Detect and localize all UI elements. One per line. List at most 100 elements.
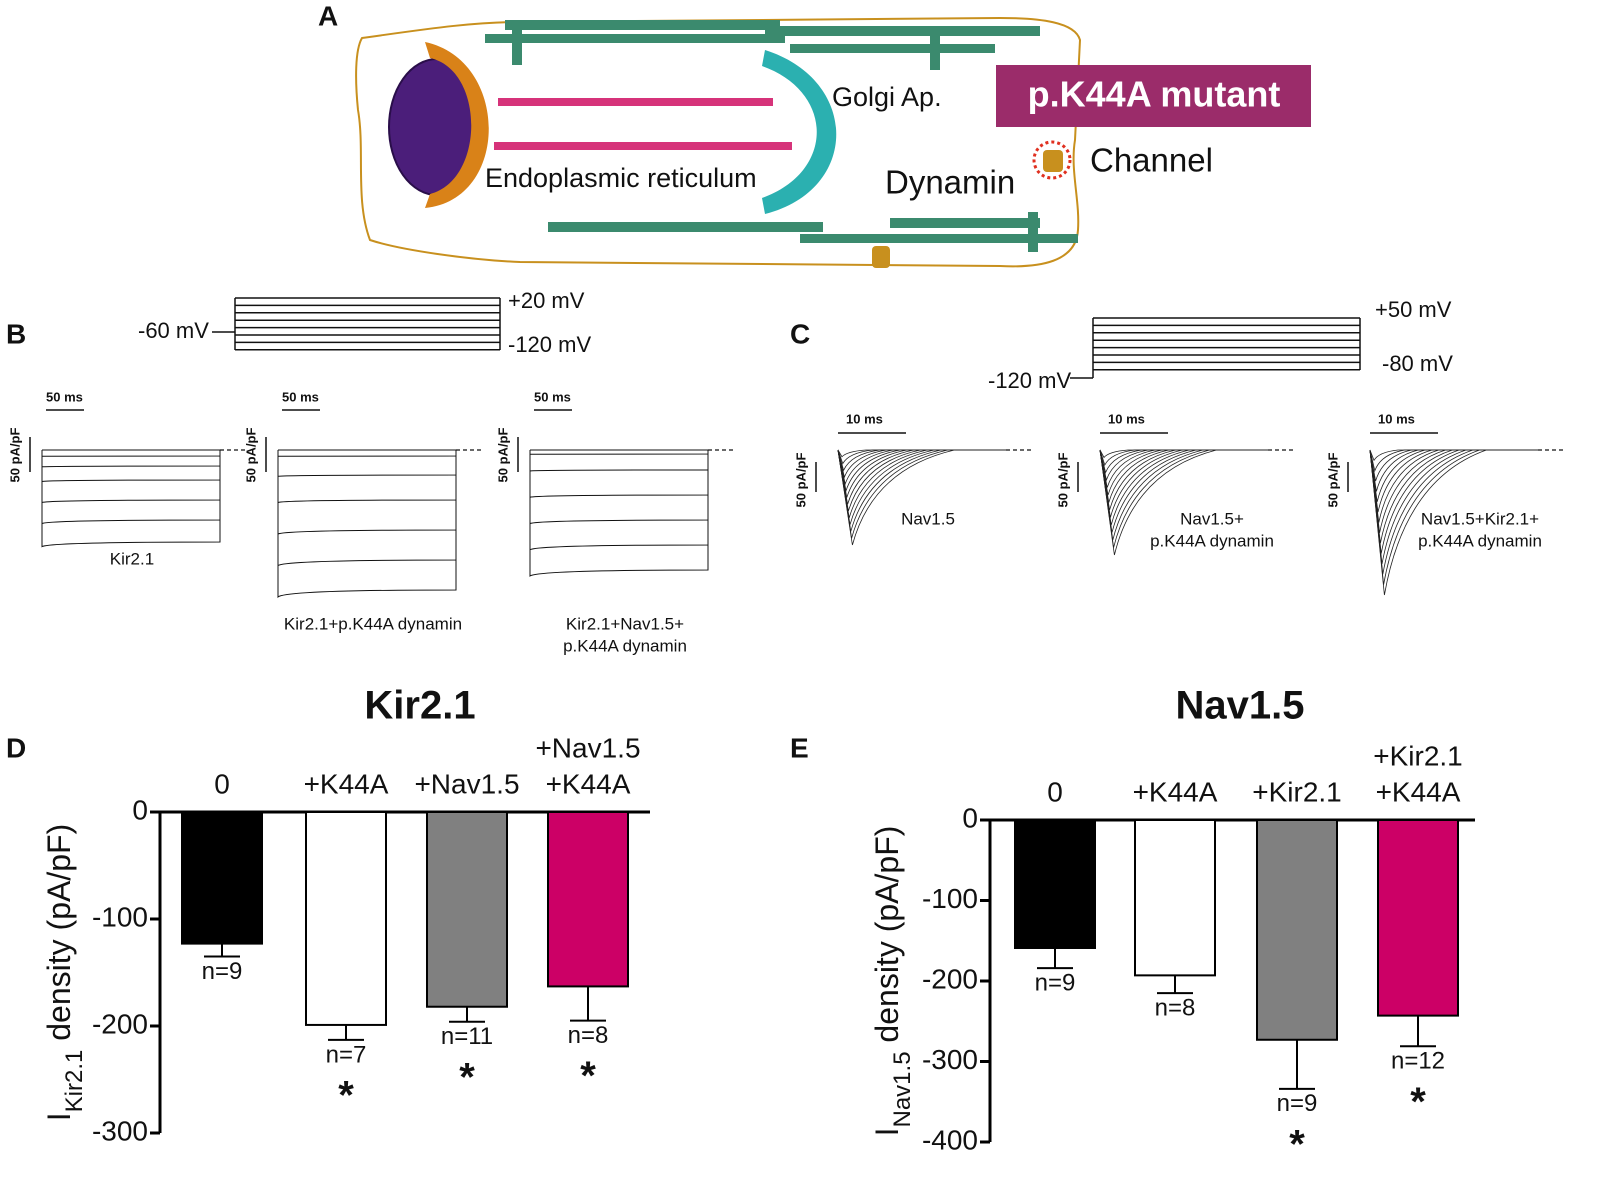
trace-label: p.K44A dynamin (563, 636, 687, 655)
y-tick-label: -100 (92, 901, 148, 932)
trace-line (1369, 449, 1538, 544)
trace-line (1099, 449, 1268, 541)
trace-line (1099, 449, 1268, 556)
trace-line (277, 450, 457, 535)
trace-line (837, 449, 1006, 505)
scale-label: 50 pA/pF (7, 427, 22, 482)
y-tick-label: -200 (922, 963, 978, 994)
significance-label: * (580, 1054, 596, 1098)
trace-label: Kir2.1 (110, 549, 154, 568)
panel-label: B (6, 318, 26, 349)
trace-line (837, 449, 1006, 539)
trace-line (1099, 449, 1268, 496)
er-strand (498, 98, 773, 106)
nuclear-envelope (425, 42, 489, 208)
trace-line (1369, 449, 1538, 513)
trace-line (1369, 449, 1538, 533)
bar (1256, 819, 1338, 1041)
trace-line (1099, 449, 1268, 526)
scale-label: 50 pA/pF (1055, 452, 1070, 507)
n-label: n=9 (202, 958, 243, 985)
scale-label: 10 ms (846, 411, 883, 426)
trace-line (1099, 449, 1268, 503)
trace-line (837, 449, 1006, 518)
trace-line (1369, 449, 1538, 565)
voltage-label: +20 mV (508, 288, 585, 313)
scale-label: 50 pA/pF (243, 427, 258, 482)
trace-line (529, 450, 709, 551)
trace-line (1369, 449, 1538, 596)
trace-line (1369, 449, 1538, 554)
y-tick-label: -400 (922, 1124, 978, 1155)
scale-label: 10 ms (1108, 411, 1145, 426)
trace-label: Kir2.1+p.K44A dynamin (284, 614, 462, 633)
x-tick-label: +K44A (1133, 776, 1218, 807)
trace-line (1099, 449, 1268, 488)
n-label: n=8 (1155, 994, 1196, 1021)
y-axis-label-part: I (41, 1112, 77, 1121)
trace-line (41, 450, 221, 468)
y-axis-label-part: Kir2.1 (61, 1050, 88, 1113)
trace-line (1099, 449, 1268, 511)
trace-line (1369, 449, 1538, 502)
er-strand (494, 142, 792, 150)
trace-line (837, 449, 1006, 458)
trace-label: Nav1.5+Kir2.1+ (1421, 509, 1539, 528)
cell-diagram: p.K44A mutant Golgi Ap. Endoplasmic reti… (355, 16, 1311, 268)
trace-line (529, 450, 709, 525)
diagram-label: Dynamin (885, 164, 1015, 201)
channel-icon (872, 246, 890, 268)
scale-label: 10 ms (1378, 411, 1415, 426)
y-tick-label: 0 (962, 802, 978, 833)
trace-line (1099, 449, 1268, 474)
y-axis-label-part: density (pA/pF) (869, 826, 905, 1052)
trace-line (837, 449, 1006, 472)
y-tick-label: -300 (922, 1044, 978, 1075)
scale-label: 50 pA/pF (495, 427, 510, 482)
trace-line (837, 449, 1006, 546)
n-label: n=8 (568, 1022, 609, 1049)
mutant-box (996, 65, 1311, 127)
actin-fibers (485, 20, 1078, 252)
y-axis-label-part: density (pA/pF) (41, 824, 77, 1050)
trace-line (41, 450, 221, 457)
y-tick-label: -300 (92, 1115, 148, 1146)
y-axis-label-part: I (869, 1128, 905, 1137)
bar (1014, 819, 1096, 949)
x-tick-label: +Nav1.5 (535, 732, 640, 763)
trace-line (837, 449, 1006, 532)
dynamin-ring (1032, 140, 1072, 180)
channel-icon (1043, 150, 1063, 172)
trace-line (1099, 449, 1268, 533)
trace-line (837, 449, 1006, 465)
bar (1377, 819, 1459, 1017)
golgi-shape (762, 50, 837, 214)
trace-label: Nav1.5+ (1180, 509, 1244, 528)
voltage-label: -120 mV (988, 368, 1071, 393)
trace-line (529, 450, 709, 498)
n-label: n=12 (1391, 1048, 1445, 1075)
trace-line (1369, 449, 1538, 492)
voltage-label: -80 mV (1382, 351, 1453, 376)
scale-label: 50 ms (46, 389, 83, 404)
n-label: n=9 (1035, 969, 1076, 996)
n-label: n=9 (1277, 1090, 1318, 1117)
trace-line (41, 450, 221, 525)
trace-line (277, 450, 457, 599)
scale-label: 50 ms (282, 389, 319, 404)
x-tick-label: +K44A (546, 768, 631, 799)
trace-line (1099, 449, 1268, 518)
trace-line (837, 449, 1006, 486)
voltage-label: -120 mV (508, 332, 591, 357)
bar (305, 811, 387, 1026)
traces (29, 297, 1566, 599)
diagram-label: Golgi Ap. (832, 82, 942, 112)
diagram-label: Channel (1090, 142, 1213, 179)
significance-label: * (1410, 1080, 1426, 1124)
voltage-label: +50 mV (1375, 297, 1452, 322)
bar (547, 811, 629, 988)
trace-line (41, 450, 221, 483)
trace-label: Nav1.5 (901, 509, 955, 528)
trace-line (837, 449, 1006, 512)
